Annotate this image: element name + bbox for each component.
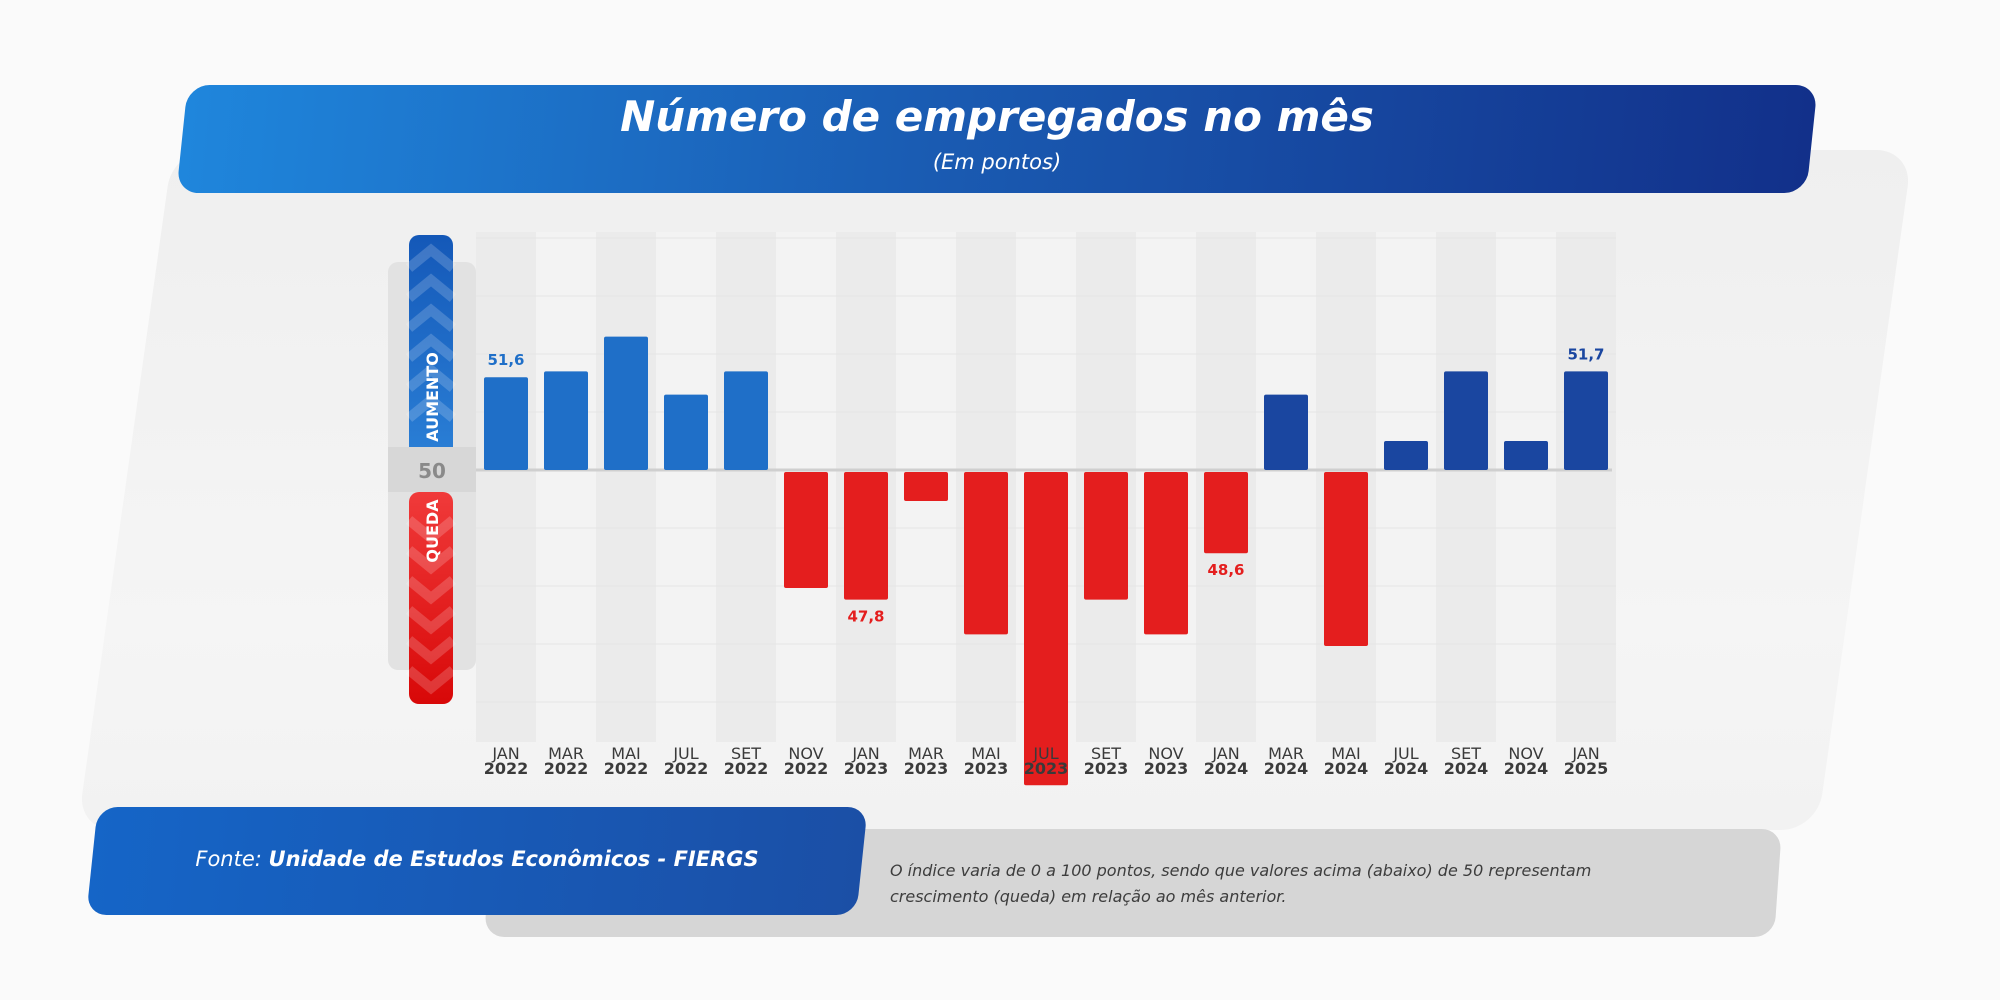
bar [724,371,768,470]
column-band [1376,232,1436,742]
bar [1444,371,1488,470]
source-prefix: Fonte: [195,847,269,871]
x-tick-month: JUL [1032,744,1058,763]
scale-down-bar [409,492,453,704]
x-tick-month: SET [1091,744,1121,763]
bar [1144,472,1188,635]
chevron-up-icon [405,273,457,302]
chevron-up-icon [405,363,457,392]
bar [1264,394,1308,470]
x-tick-year: 2024 [1324,759,1369,778]
chevron-up-icon [405,243,457,422]
scale-down-label: QUEDA [423,499,442,563]
x-tick-year: 2024 [1204,759,1249,778]
bar [784,472,828,588]
chevron-down-icon [405,636,457,665]
source-text: Fonte: Unidade de Estudos Econômicos - F… [92,847,862,871]
bar [1564,371,1608,470]
x-tick-year: 2023 [904,759,949,778]
x-tick-year: 2022 [544,759,589,778]
bar [664,394,708,470]
x-tick-month: JUL [672,744,698,763]
bar [844,472,888,600]
x-tick-month: MAR [1268,744,1304,763]
x-tick-month: MAI [971,744,1000,763]
x-tick-month: JAN [491,744,519,763]
scale-up-label: AUMENTO [423,352,442,442]
x-tick-year: 2023 [1024,759,1069,778]
x-tick-month: JAN [1211,744,1239,763]
bar [1384,441,1428,470]
x-tick-year: 2025 [1564,759,1609,778]
bar [1204,472,1248,554]
x-tick-month: MAR [908,744,944,763]
x-tick-month: SET [1451,744,1481,763]
column-band [1256,232,1316,742]
bar [1024,472,1068,786]
bar [964,472,1008,635]
chevron-up-icon [405,393,457,422]
data-label: 48,6 [1207,561,1244,579]
note-text: O índice varia de 0 a 100 pontos, sendo … [890,861,1592,906]
x-tick-month: MAI [611,744,640,763]
x-tick-month: SET [731,744,761,763]
column-band [1436,232,1496,742]
bar [1504,441,1548,470]
chevron-down-icon [405,606,457,635]
column-band [656,232,716,742]
scale-indicator: 50 AUMENTO QUEDA [388,235,476,704]
x-tick-year: 2024 [1264,759,1309,778]
scale-up-bar [409,235,453,457]
data-label: 51,7 [1567,345,1604,363]
scale-center-label: 50 [418,459,446,483]
data-label: 51,6 [487,351,524,369]
bar [544,371,588,470]
column-band [1556,232,1616,742]
x-tick-month: NOV [1508,744,1543,763]
chevron-up-icon [405,333,457,362]
chart-subtitle: (Em pontos) [932,150,1062,174]
x-tick-month: JAN [1571,744,1599,763]
chevron-down-icon [405,546,457,575]
x-tick-year: 2024 [1384,759,1429,778]
x-tick-year: 2022 [664,759,709,778]
x-tick-year: 2023 [1144,759,1189,778]
chevron-up-icon [405,243,457,272]
chevron-down-icon [405,576,457,605]
x-tick-year: 2024 [1444,759,1489,778]
x-tick-month: JUL [1392,744,1418,763]
x-tick-year: 2023 [1084,759,1129,778]
column-band [716,232,776,742]
chevron-down-icon [405,666,457,695]
data-label: 47,8 [847,608,884,626]
bar [1084,472,1128,600]
x-tick-year: 2024 [1504,759,1549,778]
x-tick-month: NOV [788,744,823,763]
x-tick-month: MAI [1331,744,1360,763]
bar [904,472,948,501]
column-band [536,232,596,742]
column-band [1496,232,1556,742]
bar [604,336,648,470]
chevron-down-icon [405,516,457,695]
column-band [476,232,536,742]
x-tick-month: MAR [548,744,584,763]
x-tick-year: 2022 [724,759,769,778]
x-tick-month: NOV [1148,744,1183,763]
x-tick-year: 2023 [844,759,889,778]
bar [484,377,528,470]
source-name: Unidade de Estudos Econômicos - FIERGS [268,847,759,871]
bar [1324,472,1368,646]
x-tick-year: 2023 [964,759,1009,778]
x-tick-year: 2022 [784,759,829,778]
x-tick-year: 2022 [484,759,529,778]
scale-center-box [388,447,476,492]
x-tick-month: JAN [851,744,879,763]
chart-title: Número de empregados no mês [620,92,1374,141]
column-band [596,232,656,742]
x-tick-year: 2022 [604,759,649,778]
chevron-up-icon [405,303,457,332]
chevron-down-icon [405,516,457,545]
